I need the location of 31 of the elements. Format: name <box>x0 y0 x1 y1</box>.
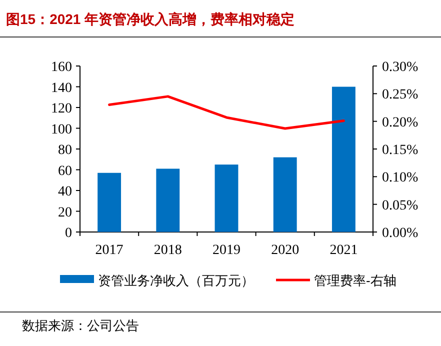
x-tick-label: 2021 <box>330 243 358 258</box>
y2-tick-label: 0.05% <box>382 198 418 214</box>
line-series <box>108 95 345 130</box>
bar <box>273 157 297 232</box>
x-tick-label: 2018 <box>154 243 182 258</box>
legend-label: 管理费率-右轴 <box>314 273 396 288</box>
chart-title: 图15：2021 年资管净收入高增，费率相对稳定 <box>6 11 295 27</box>
bar <box>98 172 122 232</box>
y-tick-label: 160 <box>51 60 72 75</box>
x-tick-label: 2017 <box>95 243 124 258</box>
y-tick-label: 40 <box>58 184 72 200</box>
y2-tick-label: 0.00% <box>382 226 418 241</box>
y-tick-label: 60 <box>58 164 72 179</box>
bar <box>214 164 238 232</box>
y2-tick-label: 0.15% <box>382 143 418 158</box>
bar <box>156 168 180 232</box>
bar <box>332 86 356 232</box>
y-tick-label: 0 <box>65 226 72 241</box>
y2-tick-label: 0.25% <box>382 88 418 103</box>
y-tick-label: 100 <box>51 122 72 138</box>
y-tick-label: 20 <box>58 205 72 220</box>
x-tick-label: 2019 <box>212 243 240 258</box>
y-tick-label: 80 <box>58 143 72 158</box>
source-note: 数据来源：公司公告 <box>22 318 139 333</box>
y2-tick-label: 0.10% <box>382 170 418 186</box>
legend-label: 资管业务净收入（百万元） <box>98 273 254 288</box>
y-tick-label: 120 <box>51 102 72 116</box>
y-tick-label: 140 <box>51 80 72 96</box>
y2-tick-label: 0.20% <box>382 115 418 130</box>
y2-tick-label: 0.30% <box>382 60 418 75</box>
x-tick-label: 2020 <box>271 243 300 258</box>
